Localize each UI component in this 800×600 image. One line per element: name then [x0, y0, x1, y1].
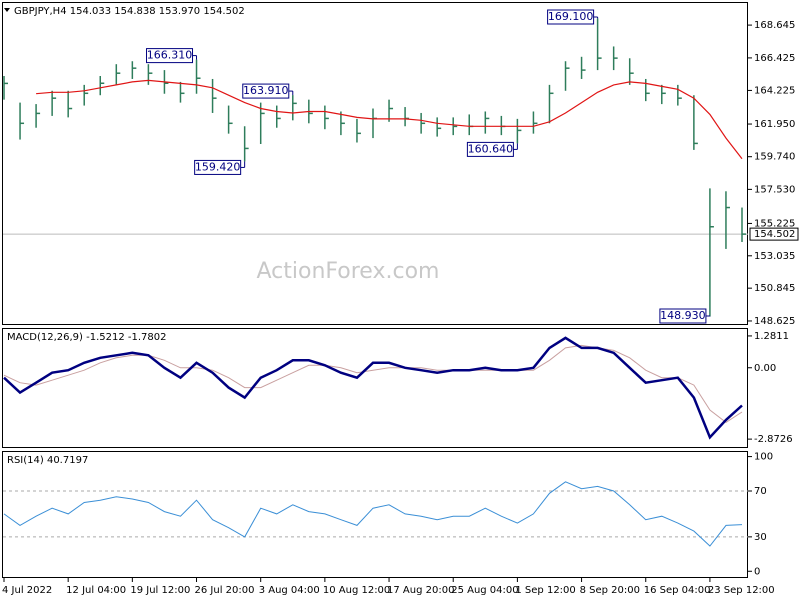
- y-tick-label: 0.00: [754, 363, 776, 374]
- annotation-label: 169.100: [548, 10, 594, 23]
- last-price-label: 154.502: [754, 229, 795, 240]
- rsi-panel: [2, 451, 748, 578]
- price-panel: [2, 2, 748, 325]
- y-tick-label: 30: [754, 532, 767, 543]
- y-tick-label: 168.645: [754, 20, 795, 31]
- x-tick-label: 25 Aug 04:00: [451, 585, 518, 596]
- watermark: ActionForex.com: [257, 259, 440, 284]
- last-price-box: [749, 227, 799, 241]
- annotation-label: 160.640: [468, 142, 514, 155]
- y-tick-label: 100: [754, 452, 773, 463]
- annotation-label: 166.310: [147, 49, 193, 62]
- x-tick-label: 10 Aug 12:00: [323, 585, 390, 596]
- y-tick-label: 159.740: [754, 152, 795, 163]
- y-tick-label: 70: [754, 486, 767, 497]
- x-tick-label: 16 Sep 04:00: [644, 585, 711, 596]
- annotation-label: 148.930: [660, 309, 706, 322]
- x-tick-label: 1 Sep 12:00: [515, 585, 575, 596]
- symbol-arrow: [4, 8, 10, 12]
- y-tick-label: 148.625: [754, 316, 795, 327]
- x-tick-label: 26 Jul 20:00: [195, 585, 255, 596]
- y-tick-label: 155.225: [754, 218, 795, 229]
- panel-title: MACD(12,26,9) -1.5212 -1.7802: [7, 332, 167, 343]
- x-tick-label: 12 Jul 04:00: [66, 585, 126, 596]
- y-tick-label: -2.8726: [754, 434, 793, 445]
- annotation-box: [466, 141, 514, 157]
- macd-line: [3, 336, 743, 440]
- y-tick-label: 150.845: [754, 283, 795, 294]
- annotation-box: [242, 83, 290, 99]
- y-tick-label: 161.950: [754, 119, 795, 130]
- panel-title: GBPJPY,H4 154.033 154.838 153.970 154.50…: [14, 6, 245, 17]
- annotation-box: [547, 9, 595, 25]
- x-tick-label: 3 Aug 04:00: [259, 585, 320, 596]
- y-tick-label: 157.530: [754, 184, 795, 195]
- y-tick-label: 1.2811: [754, 331, 789, 342]
- y-tick-label: 153.035: [754, 251, 795, 262]
- macd-panel: [2, 328, 748, 448]
- rsi-line: [3, 481, 743, 547]
- annotation-box: [659, 308, 707, 324]
- x-tick-label: 17 Aug 20:00: [387, 585, 454, 596]
- y-tick-label: 166.425: [754, 53, 795, 64]
- x-tick-label: 23 Sep 12:00: [708, 585, 775, 596]
- moving-average: [36, 79, 743, 160]
- x-tick-label: 4 Jul 2022: [2, 585, 52, 596]
- annotation-label: 159.420: [195, 160, 241, 173]
- panel-title: RSI(14) 40.7197: [7, 455, 88, 466]
- annotation-box: [146, 48, 194, 64]
- y-tick-label: 0: [754, 566, 760, 577]
- x-tick-label: 8 Sep 20:00: [580, 585, 640, 596]
- signal-line: [3, 344, 743, 424]
- y-tick-label: 164.225: [754, 85, 795, 96]
- annotation-box: [194, 159, 242, 175]
- annotation-label: 163.910: [243, 84, 289, 97]
- x-tick-label: 19 Jul 12:00: [130, 585, 190, 596]
